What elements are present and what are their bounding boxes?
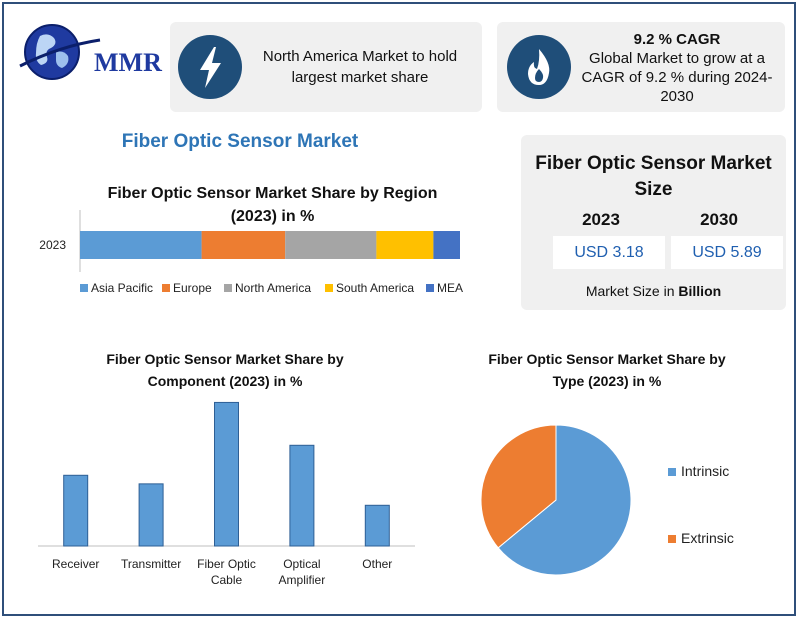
legend-swatch: [80, 284, 88, 292]
x-tick-label: Amplifier: [279, 573, 326, 587]
chart-title-line: Type (2023) in %: [552, 373, 662, 389]
x-tick-label: Receiver: [52, 557, 99, 571]
market-size-unit: Market Size in Billion: [521, 283, 786, 299]
info-line: largest market share: [291, 69, 429, 86]
cagr-title: 9.2 % CAGR: [633, 31, 721, 48]
market-size-box: Fiber Optic Sensor Market Size 2023 2030…: [521, 135, 786, 310]
x-tick-label: Transmitter: [121, 557, 181, 571]
mmr-logo: MMR: [12, 22, 162, 84]
legend-label: Extrinsic: [681, 530, 734, 546]
info-line: CAGR of 9.2 % during 2024-: [581, 69, 773, 86]
y-tick-label: 2023: [39, 238, 66, 252]
bar-receiver: [63, 474, 89, 547]
component-chart-title: Fiber Optic Sensor Market Share by Compo…: [60, 348, 390, 392]
type-chart-title: Fiber Optic Sensor Market Share by Type …: [462, 348, 752, 392]
x-tick-label: Fiber Optic: [197, 557, 256, 571]
info-line: North America Market to hold: [262, 48, 458, 65]
year-2030-label: 2030: [700, 210, 738, 229]
chart-title-line: Component (2023) in %: [147, 373, 303, 389]
legend-label: Europe: [173, 281, 212, 295]
legend-label: South America: [336, 281, 414, 295]
bar-other: [364, 504, 390, 547]
market-size-title-line: Size: [634, 179, 673, 200]
chart-title-line: Fiber Optic Sensor Market Share by: [488, 351, 726, 367]
value-2023: USD 3.18: [553, 236, 665, 269]
legend-label: Intrinsic: [681, 463, 729, 479]
market-size-title-line: Fiber Optic Sensor Market: [535, 153, 772, 174]
page-title: Fiber Optic Sensor Market: [121, 131, 359, 152]
info-line: 2030: [660, 88, 694, 105]
legend-label: Asia Pacific: [91, 281, 153, 295]
legend-swatch: [668, 535, 676, 543]
x-tick-label: Optical: [283, 557, 320, 571]
bar-segment-europe: [201, 231, 286, 259]
legend-swatch: [426, 284, 434, 292]
bar-transmitter: [138, 483, 164, 547]
legend-swatch: [162, 284, 170, 292]
value-2030: USD 5.89: [671, 236, 783, 269]
x-tick-label: Other: [362, 557, 392, 571]
legend-label: MEA: [437, 281, 463, 295]
region-chart-title: Fiber Optic Sensor Market Share by Regio…: [80, 182, 465, 228]
legend-swatch: [668, 468, 676, 476]
info-box-text: 9.2 % CAGR Global Market to grow at a CA…: [577, 30, 777, 106]
info-box-north-america: North America Market to hold largest mar…: [170, 22, 482, 112]
bar-segment-south-america: [376, 231, 434, 259]
bar-fiber-optic-cable: [214, 401, 239, 547]
logo-text: MMR: [94, 48, 162, 77]
pie-slice-extrinsic: [480, 424, 557, 549]
unit-prefix: Market Size in: [585, 283, 679, 299]
info-line: Global Market to grow at a: [589, 50, 765, 67]
unit-bold: Billion: [678, 283, 722, 299]
chart-title-line: Fiber Optic Sensor Market Share by Regio…: [107, 185, 438, 202]
market-size-title: Fiber Optic Sensor Market Size: [521, 151, 786, 203]
info-box-text: North America Market to hold largest mar…: [250, 46, 470, 88]
bar-segment-asia-pacific: [80, 231, 202, 259]
globe-icon: [19, 24, 101, 80]
legend-label: North America: [235, 281, 311, 295]
lightning-icon: [178, 35, 242, 99]
legend-swatch: [325, 284, 333, 292]
chart-title-line: (2023) in %: [230, 208, 315, 225]
year-2023-label: 2023: [582, 210, 620, 229]
x-tick-label: Cable: [211, 573, 243, 587]
chart-title-line: Fiber Optic Sensor Market Share by: [106, 351, 344, 367]
bar-segment-mea: [433, 231, 460, 259]
info-box-cagr: 9.2 % CAGR Global Market to grow at a CA…: [497, 22, 785, 112]
legend-swatch: [224, 284, 232, 292]
bar-optical-amplifier: [289, 444, 315, 547]
pie-slice-intrinsic: [497, 424, 632, 576]
flame-icon: [507, 35, 571, 99]
bar-segment-north-america: [285, 231, 377, 259]
